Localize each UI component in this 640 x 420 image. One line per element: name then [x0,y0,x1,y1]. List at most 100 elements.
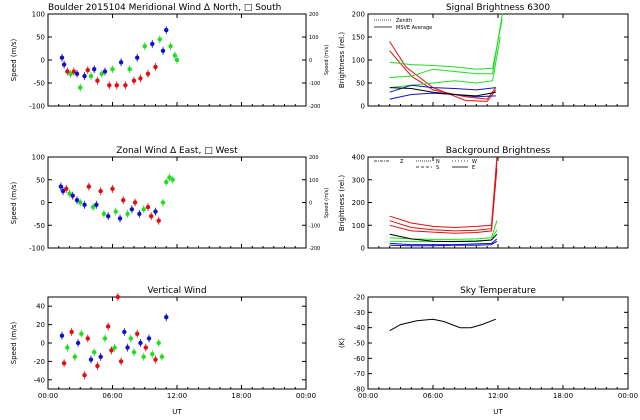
zonal-ytick-label: 50 [36,176,45,184]
meridional-data-point [157,37,162,42]
signal-ytick-label: 0 [361,103,365,111]
zonal-data-point [160,200,166,205]
vertical-xtick-label: 00:00 [296,392,316,400]
signal-series-line [389,87,496,97]
bg-legend-w: W [472,159,477,165]
vertical-xtick-label: 12:00 [167,392,187,400]
signal-legend-zenith: Zenith [396,18,412,24]
meridional-y2tick-label: -100 [309,81,320,87]
vertical-data-point [118,359,124,364]
sky-xtick-label: 00:00 [618,392,638,400]
meridional-data-point [59,55,65,60]
signal-legend-average: MSVE Average [396,25,432,31]
sky-ytick-label: -20 [354,294,365,302]
meridional-data-point [85,67,90,73]
zonal-data-point [82,202,87,207]
sky-ytick-label: -40 [354,324,365,332]
zonal-data-point [153,209,158,214]
meridional-data-point [92,67,97,72]
meridional-data-point [138,76,143,81]
background-series-line [389,233,498,243]
zonal-data-point [132,200,138,205]
background-ytick-label: 100 [352,222,365,230]
vertical-data-point [150,351,155,357]
vertical-data-point [125,345,130,350]
background-brightness-title: Background Brightness [446,146,551,156]
bg-legend-n: N [436,159,440,165]
vertical-data-point [88,357,94,362]
sky-xtick-label: 00:00 [358,392,378,400]
zonal-data-point [156,218,161,223]
sky-ytick-label: -60 [354,355,365,363]
zonal-data-point [137,211,142,217]
meridional-data-point [71,69,77,74]
background-brightness-frame [367,156,629,249]
zonal-data-point [170,177,175,182]
vertical-ytick-label: -40 [34,376,45,384]
meridional-data-point [110,67,115,72]
signal-series-line [389,18,503,70]
signal-brightness-title: Signal Brightness 6300 [446,3,550,13]
signal-ytick-label: 150 [352,34,365,42]
zonal-y2tick-label: 200 [309,155,319,161]
meridional-data-point [123,83,128,88]
vertical-data-point [122,329,127,335]
zonal-data-point [101,211,107,217]
zonal-data-point [121,198,126,203]
zonal-ylabel: Speed (m/s) [10,182,18,225]
background-series-line [389,238,498,246]
background-series-line [389,161,498,232]
background-ytick-label: 0 [361,245,365,253]
meridional-data-point [95,78,100,83]
meridional-ytick-label: -50 [34,80,45,88]
meridional-ytick-label: 50 [36,34,45,42]
sky-xtick-label: 18:00 [553,392,573,400]
zonal-data-point [149,213,154,219]
bg-legend-z: Z [400,159,404,165]
vertical-wind-title: Vertical Wind [147,286,206,296]
meridional-ytick-label: 0 [41,57,45,65]
sky-xtick-label: 06:00 [423,392,443,400]
background-ytick-label: 400 [352,154,365,162]
background-ytick-label: 200 [352,199,365,207]
vertical-ytick-label: 40 [36,303,45,311]
meridional-data-point [68,71,73,77]
zonal-ytick-label: -50 [34,222,45,230]
vertical-data-point [153,357,158,362]
signal-series-line [389,36,501,89]
vertical-xtick-label: 00:00 [38,392,58,400]
zonal-data-point [67,191,72,196]
meridional-data-point [131,78,137,83]
meridional-data-point [174,57,180,63]
vertical-data-point [159,354,165,359]
zonal-data-point [74,198,80,203]
background-legend: Z N S W E [374,159,477,171]
zonal-y2tick-label: 0 [309,201,312,207]
vertical-data-point [146,336,152,341]
meridional-data-point [61,62,67,67]
vertical-data-point [72,354,78,359]
meridional-y2tick-label: 0 [309,58,312,64]
sky-temperature-title: Sky Temperature [460,286,536,296]
sky-ytick-label: -70 [354,370,365,378]
meridional-data-point [74,71,80,77]
background-series-line [389,240,498,247]
vertical-xtick-label: 18:00 [231,392,251,400]
meridional-data-point [150,41,155,47]
meridional-data-point [65,69,70,74]
meridional-y2tick-label: 200 [309,12,319,18]
vertical-data-point [128,336,133,341]
zonal-data-point [60,188,66,194]
vertical-xlabel: UT [172,408,182,416]
meridional-data-point [82,73,87,79]
meridional-data-point [168,44,173,49]
zonal-data-point [167,175,172,180]
vertical-data-point [141,354,146,359]
vertical-ylabel: Speed (m/s) [10,322,18,365]
zonal-data-point [90,204,96,210]
signal-ytick-label: 100 [352,57,365,65]
zonal-y2tick-label: 100 [309,178,319,184]
vertical-data-point [85,336,90,341]
vertical-data-point [61,361,67,366]
zonal-data-point [70,193,75,198]
